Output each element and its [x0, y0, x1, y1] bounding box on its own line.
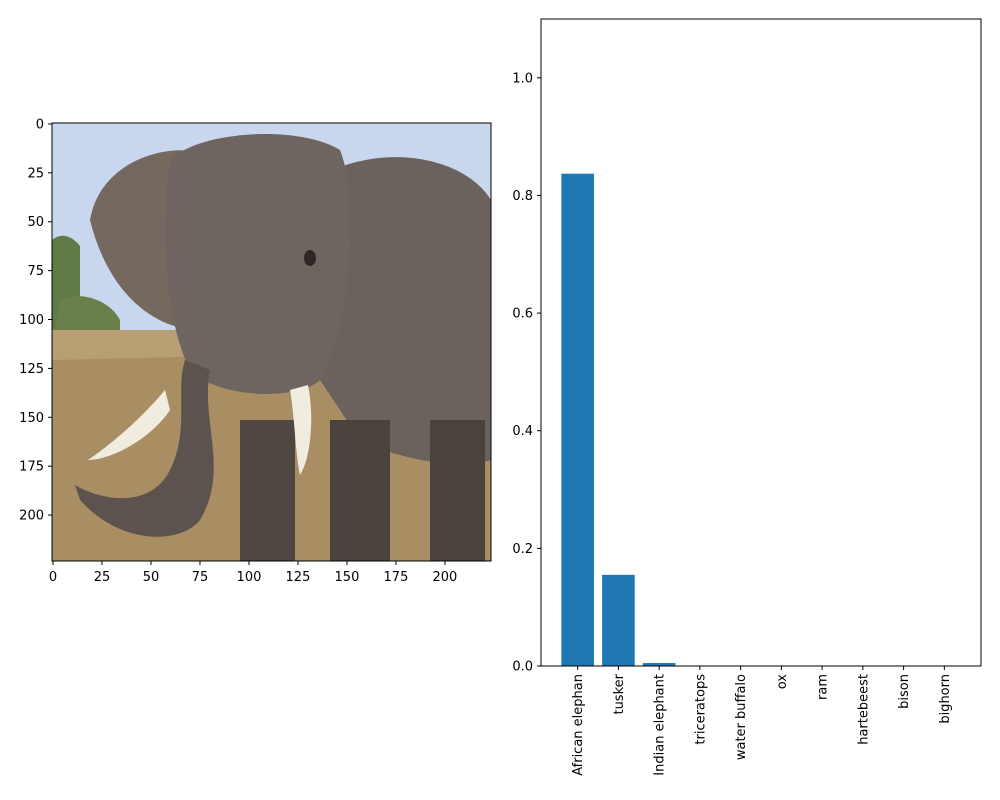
image-y-tick-label: 25 [27, 166, 44, 181]
chart-x-tick-label: ox [775, 674, 790, 690]
chart-x-tick-label: bighorn [938, 674, 953, 724]
chart-y-tick-label: 1.0 [512, 71, 533, 86]
chart-x-tick-label: bison [897, 674, 912, 709]
chart-y-tick-label: 0.6 [512, 307, 533, 322]
chart-x-ticks: African elephan tusker Indian elephant tric… [571, 666, 953, 776]
photo-tusk-left [88, 390, 170, 460]
photo-trunk [75, 360, 214, 537]
image-x-ticks: 0 25 50 75 100 125 150 175 200 [49, 561, 458, 585]
photo-tusk-right [290, 385, 312, 475]
bars [561, 173, 961, 666]
chart-x-tick-label: African elephan [571, 674, 586, 776]
chart-y-tick-label: 0.0 [512, 660, 533, 675]
image-x-tick-label: 150 [335, 570, 360, 585]
chart-axes-frame [540, 18, 982, 667]
chart-x-tick-label: water buffalo [734, 674, 749, 760]
image-y-tick-label: 75 [27, 264, 44, 279]
photo-head [165, 133, 351, 394]
image-x-tick-label: 125 [286, 570, 311, 585]
image-x-tick-label: 0 [49, 570, 57, 585]
chart-x-tick-label: hartebeest [856, 674, 871, 745]
chart-y-tick-label: 0.4 [512, 424, 533, 439]
chart-x-tick-label: tusker [612, 673, 627, 714]
chart-y-tick-label: 0.8 [512, 189, 533, 204]
image-y-tick-label: 125 [19, 362, 44, 377]
image-y-tick-label: 50 [27, 215, 44, 230]
image-y-tick-label: 0 [36, 117, 44, 132]
bar [561, 173, 594, 666]
image-x-tick-label: 100 [237, 570, 262, 585]
image-y-tick-label: 200 [19, 509, 44, 524]
chart-x-tick-label: triceratops [693, 674, 708, 745]
image-x-tick-label: 75 [192, 570, 209, 585]
photo-leg [240, 420, 295, 561]
photo-eye [304, 250, 316, 266]
image-x-tick-label: 25 [94, 570, 111, 585]
chart-y-tick-label: 0.2 [512, 542, 533, 557]
image-x-tick-label: 200 [433, 570, 458, 585]
image-x-tick-label: 175 [384, 570, 409, 585]
image-y-ticks: 0 25 50 75 100 125 150 175 200 [19, 117, 52, 524]
image-y-tick-label: 175 [19, 460, 44, 475]
image-axes: 0 25 50 75 100 125 150 175 200 0 25 50 75 100 125 150 1… [19, 117, 492, 585]
elephant-photo [52, 123, 491, 561]
image-y-tick-label: 150 [19, 411, 44, 426]
bar [602, 574, 635, 666]
image-y-tick-label: 100 [19, 313, 44, 328]
chart-y-ticks: 0.0 0.2 0.4 0.6 0.8 1.0 [512, 71, 541, 675]
chart-x-tick-label: ram [816, 674, 831, 700]
image-axes-frame [51, 122, 492, 562]
image-x-tick-label: 50 [143, 570, 160, 585]
bar [642, 663, 676, 666]
chart-x-tick-label: Indian elephant [653, 674, 668, 776]
bar-chart: 0.0 0.2 0.4 0.6 0.8 1.0 African elephan tusker… [512, 18, 982, 776]
